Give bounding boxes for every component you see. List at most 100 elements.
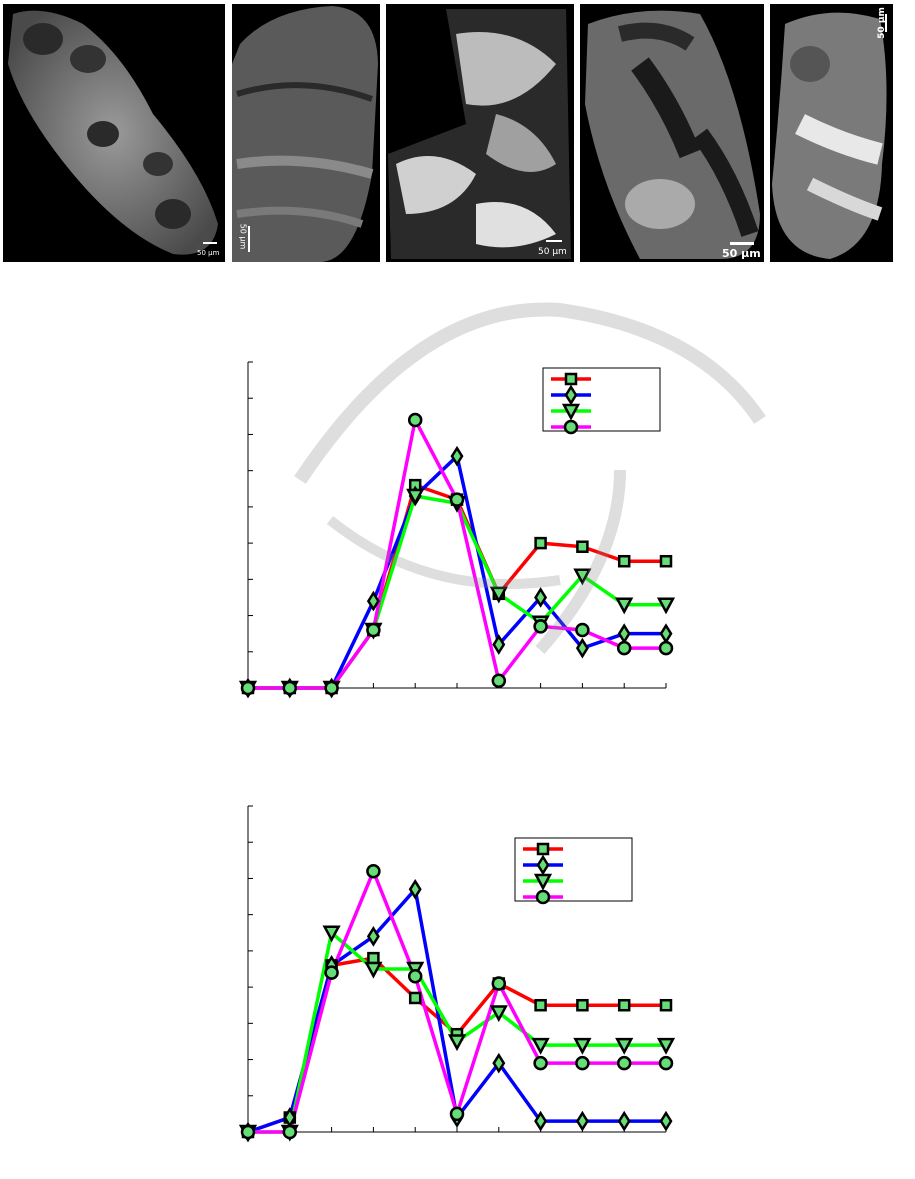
data-point-green <box>322 925 341 943</box>
data-point-blue <box>492 1052 506 1074</box>
scale-bar <box>248 226 250 252</box>
legend-marker-blue <box>536 854 550 876</box>
data-point-blue <box>575 1110 589 1132</box>
data-point-magenta <box>407 968 423 984</box>
micrograph-image-2 <box>232 6 378 262</box>
data-point-green <box>573 1037 592 1055</box>
data-point-green <box>489 586 508 604</box>
data-point-magenta <box>366 622 381 638</box>
data-point-magenta <box>282 680 298 696</box>
series-line-magenta <box>248 869 666 1134</box>
line-chart-1 <box>0 340 915 720</box>
data-point-green <box>531 1037 550 1055</box>
data-point-magenta <box>575 1055 590 1071</box>
data-point-magenta <box>240 680 256 696</box>
scale-label: 50 µm <box>197 249 220 257</box>
data-point-red <box>617 998 631 1012</box>
data-point-red <box>659 554 673 568</box>
series-markers-blue <box>241 878 673 1143</box>
data-point-green <box>656 1037 676 1055</box>
micrograph-panel-5: 50 µm <box>770 4 893 262</box>
data-point-green <box>615 1037 634 1055</box>
line-chart-2 <box>0 790 915 1179</box>
data-point-red <box>534 998 547 1012</box>
data-point-green <box>364 961 383 979</box>
data-point-magenta <box>491 976 507 991</box>
scale-label: 50 µm <box>538 247 567 257</box>
data-point-magenta <box>533 1055 548 1071</box>
data-point-red <box>576 540 589 553</box>
legend <box>514 837 633 905</box>
legend-marker-red <box>564 372 578 386</box>
data-point-magenta <box>616 640 632 656</box>
micrograph-panel-1: 50 µm <box>3 4 225 262</box>
scale-label: 50 µm <box>238 223 248 250</box>
data-point-blue <box>450 445 464 467</box>
legend <box>542 367 661 435</box>
data-point-red <box>408 991 422 1005</box>
series-line-green <box>248 494 666 690</box>
data-point-blue <box>534 1110 548 1132</box>
data-point-blue <box>408 878 422 900</box>
data-point-magenta <box>658 640 674 656</box>
data-point-red <box>534 536 547 550</box>
data-point-green <box>406 488 425 506</box>
data-point-green <box>447 1034 467 1052</box>
data-point-red <box>576 998 589 1012</box>
scale-bar <box>885 14 887 32</box>
line-chart-2-svg <box>238 805 676 1143</box>
legend-marker-red <box>536 842 550 856</box>
micrograph-image-5 <box>772 12 887 260</box>
data-point-magenta <box>449 1106 465 1122</box>
legend-marker-green <box>533 873 553 891</box>
micrograph-image-4 <box>585 10 760 259</box>
data-point-magenta <box>616 1055 632 1071</box>
line-chart-1-svg <box>238 361 676 699</box>
legend-marker-magenta <box>535 889 551 905</box>
data-point-magenta <box>240 1124 256 1140</box>
series-line-blue <box>248 454 666 690</box>
data-point-green <box>615 597 634 615</box>
scale-bar <box>730 242 754 245</box>
micrograph-panel-3: 50 µm <box>386 4 574 262</box>
data-point-magenta <box>449 492 465 507</box>
data-point-red <box>617 554 631 568</box>
data-point-magenta <box>324 680 339 696</box>
micrograph-panel-4: 50 µm <box>580 4 764 262</box>
data-point-magenta <box>407 412 423 428</box>
data-point-blue <box>534 587 548 608</box>
data-point-green <box>656 597 676 615</box>
series-markers-magenta <box>240 412 674 696</box>
series-line-blue <box>247 887 666 1134</box>
series-markers-magenta <box>240 863 674 1140</box>
scale-label: 50 µm <box>722 247 761 260</box>
axes <box>247 805 667 1133</box>
scale-label: 50 µm <box>876 7 887 39</box>
data-point-red <box>367 951 380 965</box>
data-point-blue <box>366 590 380 612</box>
data-point-blue <box>659 623 673 645</box>
data-point-green <box>489 1005 508 1023</box>
data-point-blue <box>366 926 380 947</box>
data-point-blue <box>617 1110 631 1132</box>
series-line-red <box>248 483 666 690</box>
data-point-magenta <box>324 965 339 980</box>
data-point-blue <box>659 1110 673 1132</box>
series-markers-blue <box>241 445 673 699</box>
scale-bar <box>203 242 217 244</box>
micrograph-panel-2: 50 µm <box>232 4 380 262</box>
data-point-blue <box>617 623 631 645</box>
data-point-magenta <box>491 673 507 689</box>
micrograph-image-3 <box>388 9 571 259</box>
data-point-green <box>573 568 592 586</box>
legend-marker-magenta <box>563 419 579 435</box>
data-point-magenta <box>575 622 590 638</box>
data-point-magenta <box>366 863 381 879</box>
data-point-magenta <box>658 1055 674 1071</box>
legend-marker-green <box>561 403 581 421</box>
data-point-magenta <box>282 1124 298 1140</box>
micrograph-image-1 <box>8 10 218 255</box>
data-point-red <box>659 998 673 1012</box>
legend-marker-blue <box>564 384 578 406</box>
data-point-magenta <box>533 619 548 634</box>
